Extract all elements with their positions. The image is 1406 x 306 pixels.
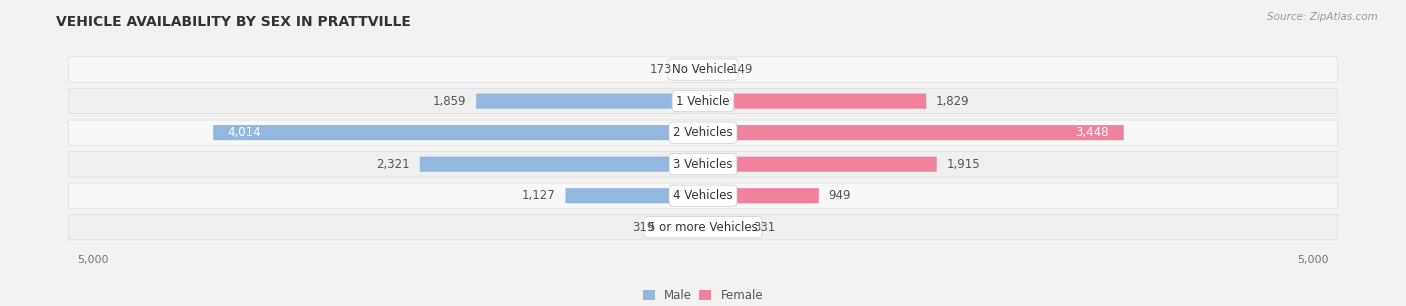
FancyBboxPatch shape xyxy=(703,188,818,203)
Text: Source: ZipAtlas.com: Source: ZipAtlas.com xyxy=(1267,12,1378,22)
Text: VEHICLE AVAILABILITY BY SEX IN PRATTVILLE: VEHICLE AVAILABILITY BY SEX IN PRATTVILL… xyxy=(56,16,411,29)
Legend: Male, Female: Male, Female xyxy=(638,284,768,306)
FancyBboxPatch shape xyxy=(69,215,1337,240)
Text: 331: 331 xyxy=(754,221,775,234)
FancyBboxPatch shape xyxy=(69,57,1337,82)
Text: 1,915: 1,915 xyxy=(946,158,980,171)
Text: 1,127: 1,127 xyxy=(522,189,555,202)
Text: 1,829: 1,829 xyxy=(936,95,970,108)
Text: 4 Vehicles: 4 Vehicles xyxy=(673,189,733,202)
FancyBboxPatch shape xyxy=(69,88,1337,114)
Text: 3 Vehicles: 3 Vehicles xyxy=(673,158,733,171)
Text: 1 Vehicle: 1 Vehicle xyxy=(676,95,730,108)
FancyBboxPatch shape xyxy=(565,188,703,203)
FancyBboxPatch shape xyxy=(682,62,703,77)
FancyBboxPatch shape xyxy=(703,125,1123,140)
Text: 4,014: 4,014 xyxy=(228,126,262,139)
Text: 949: 949 xyxy=(828,189,851,202)
FancyBboxPatch shape xyxy=(703,220,744,235)
FancyBboxPatch shape xyxy=(664,220,703,235)
Text: 1,859: 1,859 xyxy=(433,95,467,108)
FancyBboxPatch shape xyxy=(69,183,1337,208)
Text: 5 or more Vehicles: 5 or more Vehicles xyxy=(648,221,758,234)
Text: 3,448: 3,448 xyxy=(1076,126,1109,139)
FancyBboxPatch shape xyxy=(703,94,927,109)
FancyBboxPatch shape xyxy=(477,94,703,109)
Text: 2 Vehicles: 2 Vehicles xyxy=(673,126,733,139)
FancyBboxPatch shape xyxy=(214,125,703,140)
FancyBboxPatch shape xyxy=(703,62,721,77)
FancyBboxPatch shape xyxy=(703,157,936,172)
FancyBboxPatch shape xyxy=(69,120,1337,145)
Text: 319: 319 xyxy=(631,221,654,234)
FancyBboxPatch shape xyxy=(69,151,1337,177)
Text: 173: 173 xyxy=(650,63,672,76)
Text: No Vehicle: No Vehicle xyxy=(672,63,734,76)
Text: 2,321: 2,321 xyxy=(377,158,411,171)
Text: 149: 149 xyxy=(731,63,754,76)
FancyBboxPatch shape xyxy=(420,157,703,172)
